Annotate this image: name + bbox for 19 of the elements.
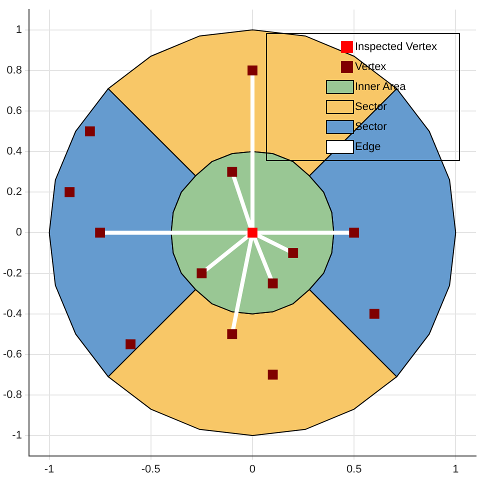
x-tick-label: 1 — [452, 463, 459, 476]
x-tick-label: -1 — [44, 463, 54, 476]
y-tick-label: -0.8 — [2, 388, 22, 401]
y-tick-label: 0.4 — [6, 146, 22, 158]
y-tick-label: 0 — [16, 226, 22, 239]
legend-label: Inspected Vertex — [355, 40, 437, 53]
y-tick-label: 0.8 — [6, 64, 22, 76]
y-tick-label: -0.2 — [2, 267, 22, 280]
y-tick-label: 1 — [16, 24, 22, 36]
x-tick-label: -0.5 — [141, 463, 160, 476]
y-tick-label: -1 — [12, 430, 22, 442]
legend-label: Edge — [355, 140, 381, 153]
y-tick-label: -0.4 — [2, 308, 22, 320]
y-tick-label: -0.6 — [2, 348, 22, 360]
y-tick-label: 0.2 — [6, 186, 22, 198]
x-tick-label: 0 — [249, 463, 256, 476]
legend-label: Inner Area — [355, 80, 406, 93]
y-tick-label: 0.6 — [6, 105, 22, 118]
x-tick-label: 0.5 — [346, 463, 362, 476]
